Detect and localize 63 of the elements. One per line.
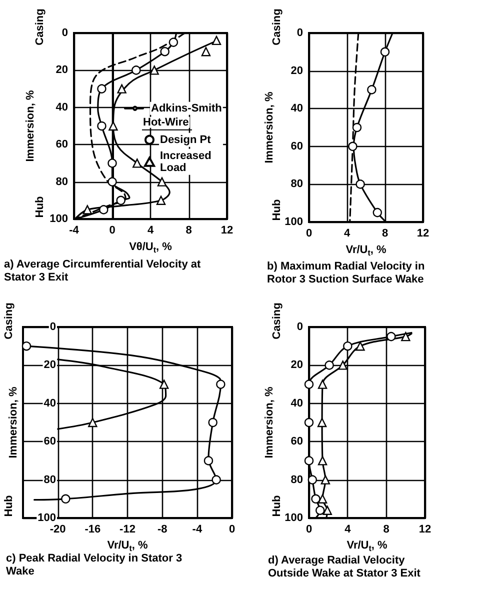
y-tick-label: 20 <box>44 359 56 372</box>
y-tick-label: 20 <box>290 359 303 372</box>
legend-label: Adkins-Smith <box>151 102 222 114</box>
y-tick-label: 0 <box>62 27 68 39</box>
x-tick-label: 4 <box>147 224 154 236</box>
y-tick-label: 20 <box>290 64 303 77</box>
x-tick-label: 4 <box>344 228 351 240</box>
y-tick-label: 100 <box>284 512 303 524</box>
y-axis-title: Immersion, % <box>24 90 36 162</box>
y-tick-label: 80 <box>290 474 303 486</box>
y-tick-label: 80 <box>44 474 56 486</box>
y-axis-title: Immersion, % <box>264 386 276 458</box>
x-tick-label: -4 <box>192 524 203 536</box>
x-tick-label: 12 <box>416 228 430 240</box>
y-tick-label: 100 <box>284 216 303 228</box>
x-tick-label: 12 <box>220 224 234 236</box>
x-tick-label: 4 <box>344 524 352 536</box>
y-tick-label: 80 <box>56 176 68 188</box>
y-tick-label: 60 <box>290 140 303 152</box>
x-tick-label: 0 <box>306 524 312 536</box>
y-axis-title: Immersion, % <box>264 92 276 164</box>
text: Casing <box>271 8 283 46</box>
y-tick-label: 40 <box>44 397 56 410</box>
y-tick-label: 0 <box>296 321 303 333</box>
text: a) Average Circumferential Velocity at Stator 3 Exit <box>4 258 204 284</box>
text: Casing <box>34 8 46 46</box>
y-tick-label: 40 <box>290 102 303 115</box>
y-tick-label: 40 <box>56 101 68 114</box>
text: Hub <box>271 495 283 517</box>
text: b) Maximum Radial Velocity in Rotor 3 Suction Surface Wake <box>267 260 428 286</box>
text: Casing <box>271 302 283 340</box>
text: Casing <box>3 302 15 340</box>
text: Hub <box>271 199 283 221</box>
y-tick-label: 0 <box>50 321 56 333</box>
x-tick-label: 8 <box>382 228 388 240</box>
x-tick-label: -12 <box>120 524 136 536</box>
x-tick-label: 8 <box>383 524 390 536</box>
x-tick-label: -8 <box>157 524 168 536</box>
text: Hub <box>34 196 46 218</box>
legend-label: Increased Load <box>160 150 214 174</box>
legend-label: Design Pt <box>160 134 212 146</box>
y-tick-label: 60 <box>56 138 68 151</box>
x-tick-label: -4 <box>69 224 80 236</box>
text: d) Average Radial Velocity Outside Wake at Stator 3 Exit <box>268 554 421 580</box>
x-tick-label: 0 <box>306 228 312 240</box>
y-tick-label: 100 <box>38 512 56 524</box>
y-tick-label: 0 <box>296 27 303 39</box>
y-tick-label: 60 <box>44 436 56 448</box>
y-tick-label: 20 <box>56 64 68 76</box>
x-tick-label: 8 <box>186 224 192 236</box>
y-tick-label: 60 <box>290 436 303 448</box>
y-tick-label: 100 <box>50 213 68 225</box>
x-tick-label: 0 <box>228 524 236 536</box>
y-tick-label: 40 <box>290 397 303 410</box>
text: Hub <box>3 495 15 517</box>
x-tick-label: -16 <box>84 524 101 536</box>
text: c) Peak Radial Velocity in Stator 3 Wake <box>6 552 186 578</box>
x-tick-label: -20 <box>50 524 66 536</box>
x-tick-label: 12 <box>418 524 432 536</box>
y-tick-label: 80 <box>290 178 303 190</box>
legend-title: Hot-Wire <box>143 116 189 128</box>
y-axis-title: Immersion, % <box>8 386 20 458</box>
x-tick-label: 0 <box>109 224 116 236</box>
